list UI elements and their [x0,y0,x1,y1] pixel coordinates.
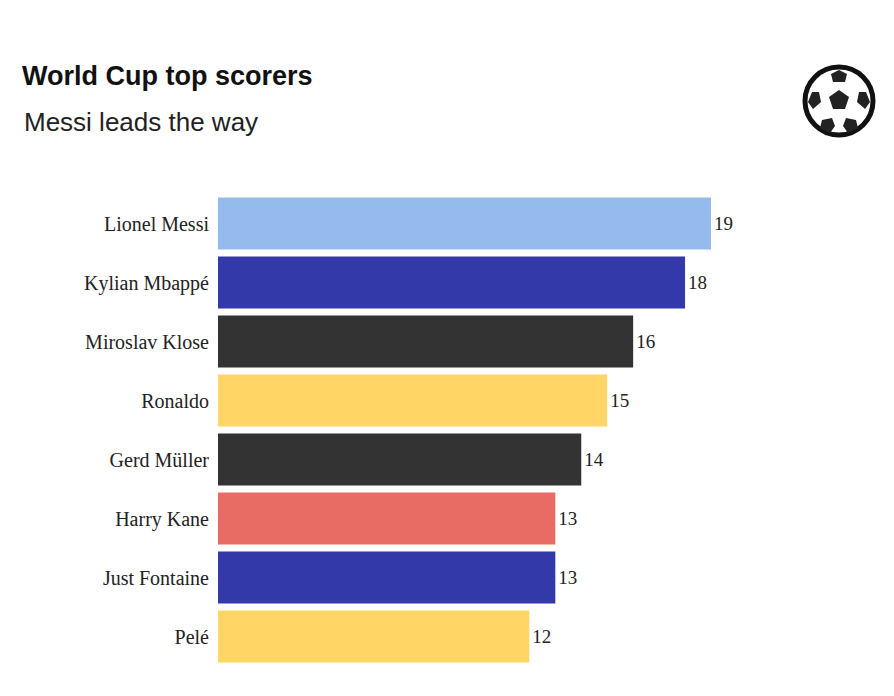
svg-text:14: 14 [584,449,604,470]
svg-text:12: 12 [532,626,551,647]
svg-text:18: 18 [688,272,707,293]
svg-text:Messi leads the way: Messi leads the way [24,107,258,137]
svg-text:Ronaldo: Ronaldo [141,390,209,412]
svg-text:Miroslav Klose: Miroslav Klose [85,331,209,353]
svg-text:16: 16 [636,331,655,352]
svg-text:Pelé: Pelé [175,626,210,648]
svg-text:Harry Kane: Harry Kane [115,508,209,531]
svg-text:Lionel Messi: Lionel Messi [104,213,209,235]
svg-text:15: 15 [610,390,629,411]
svg-text:Kylian Mbappé: Kylian Mbappé [84,272,209,295]
svg-text:19: 19 [714,213,733,234]
svg-text:Just Fontaine: Just Fontaine [103,567,209,589]
svg-text:13: 13 [558,567,577,588]
svg-text:Gerd Müller: Gerd Müller [110,449,210,471]
svg-text:13: 13 [558,508,577,529]
svg-text:World Cup top scorers: World Cup top scorers [22,61,313,91]
